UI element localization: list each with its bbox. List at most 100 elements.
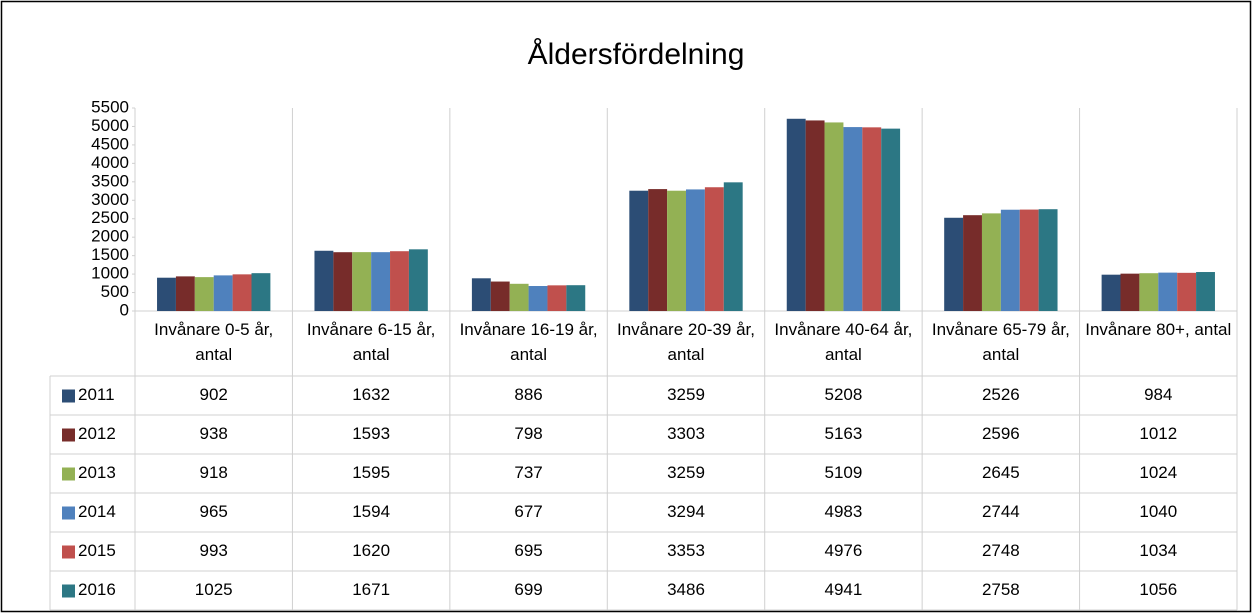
table-value: 1671 — [352, 580, 390, 599]
bar — [1038, 209, 1058, 311]
bar — [1120, 273, 1140, 311]
bar — [194, 277, 214, 311]
x-tick-label: Invånare 6-15 år, antal — [306, 320, 436, 364]
bar — [1139, 273, 1159, 311]
bar — [528, 286, 548, 311]
x-tick-label: Invånare 65-79 år, antal — [931, 320, 1070, 364]
bar — [686, 189, 705, 311]
y-tick-label: 3000 — [91, 190, 129, 209]
bar — [881, 128, 901, 311]
x-tick-label-box: Invånare 0-5 år, antal — [154, 320, 273, 364]
table-value: 2596 — [982, 424, 1020, 443]
bar — [944, 217, 964, 311]
table-value: 1595 — [352, 463, 390, 482]
bar — [648, 189, 668, 311]
x-tick-label-box: Invånare 6-15 år, antal — [306, 320, 436, 364]
table-value: 3294 — [667, 502, 705, 521]
bar — [490, 281, 510, 311]
y-tick-label: 5500 — [91, 97, 129, 116]
x-tick-label-box: Invånare 16-19 år, antal — [460, 320, 598, 364]
table-value: 2645 — [982, 463, 1020, 482]
bar — [471, 278, 491, 311]
y-tick-label: 500 — [101, 282, 129, 301]
table-value: 677 — [514, 502, 542, 521]
table-value: 3259 — [667, 463, 705, 482]
bar — [509, 283, 529, 311]
x-tick-label-box: Invånare 20-39 år, antal — [617, 320, 755, 364]
table-value: 737 — [514, 463, 542, 482]
bar — [1158, 272, 1178, 311]
table-value: 1012 — [1139, 424, 1177, 443]
table-value: 4941 — [825, 580, 863, 599]
table-value: 2526 — [982, 385, 1020, 404]
table-value: 3486 — [667, 580, 705, 599]
x-tick-label-box: Invånare 80+, antal — [1085, 320, 1232, 339]
legend-swatch — [62, 467, 75, 481]
bar — [1196, 272, 1215, 311]
bar — [390, 251, 409, 311]
legend-label: 2014 — [78, 502, 116, 521]
bar — [1101, 274, 1121, 311]
table-value: 798 — [514, 424, 542, 443]
x-tick-label-box: Invånare 65-79 år, antal — [931, 320, 1070, 364]
bar — [232, 274, 252, 311]
bar — [862, 127, 882, 311]
table-value: 4976 — [825, 541, 863, 560]
bar — [843, 127, 863, 311]
table-value: 1056 — [1139, 580, 1177, 599]
table-value: 886 — [514, 385, 542, 404]
table-value: 938 — [200, 424, 228, 443]
table-value: 1034 — [1139, 541, 1177, 560]
legend-label: 2012 — [78, 424, 116, 443]
table-value: 1632 — [352, 385, 390, 404]
x-tick-label: Invånare 80+, antal — [1085, 320, 1232, 339]
legend-label: 2015 — [78, 541, 116, 560]
table-value: 984 — [1144, 385, 1172, 404]
x-tick-label: Invånare 40-64 år, antal — [774, 320, 913, 364]
bar — [566, 285, 586, 311]
bar — [314, 250, 334, 311]
legend-swatch — [62, 389, 75, 403]
bar — [175, 276, 195, 311]
table-value: 2744 — [982, 502, 1020, 521]
x-tick-label: Invånare 20-39 år, antal — [617, 320, 755, 364]
bar — [157, 277, 176, 311]
bar — [667, 190, 686, 311]
bar — [408, 249, 428, 311]
table-value: 3353 — [667, 541, 705, 560]
bar — [1177, 272, 1197, 311]
table-value: 1620 — [352, 541, 390, 560]
legend-swatch — [62, 506, 75, 520]
bar — [629, 190, 649, 311]
bar — [824, 122, 844, 311]
x-tick-label-box: Invånare 40-64 år, antal — [774, 320, 913, 364]
bar — [786, 118, 806, 311]
bar — [333, 252, 353, 311]
bar — [1000, 209, 1020, 311]
legend-swatch — [62, 428, 75, 442]
bar — [251, 273, 271, 311]
bar — [981, 213, 1001, 311]
legend-label: 2013 — [78, 463, 116, 482]
table-value: 1040 — [1139, 502, 1177, 521]
table-value: 1593 — [352, 424, 390, 443]
y-tick-label: 4000 — [91, 153, 129, 172]
table-value: 695 — [514, 541, 542, 560]
bar — [723, 182, 743, 311]
table-value: 699 — [514, 580, 542, 599]
table-value: 2758 — [982, 580, 1020, 599]
bar — [963, 215, 982, 311]
bar — [213, 275, 233, 311]
y-tick-label: 0 — [120, 300, 129, 319]
table-value: 902 — [200, 385, 228, 404]
table-value: 918 — [200, 463, 228, 482]
y-tick-label: 4500 — [91, 134, 129, 153]
chart-title: Åldersfördelning — [528, 38, 745, 71]
legend-label: 2011 — [78, 385, 115, 404]
y-tick-label: 1500 — [91, 245, 129, 264]
bar — [352, 252, 372, 311]
legend-label: 2016 — [78, 580, 116, 599]
table-value: 2748 — [982, 541, 1020, 560]
y-tick-label: 3500 — [91, 171, 129, 190]
